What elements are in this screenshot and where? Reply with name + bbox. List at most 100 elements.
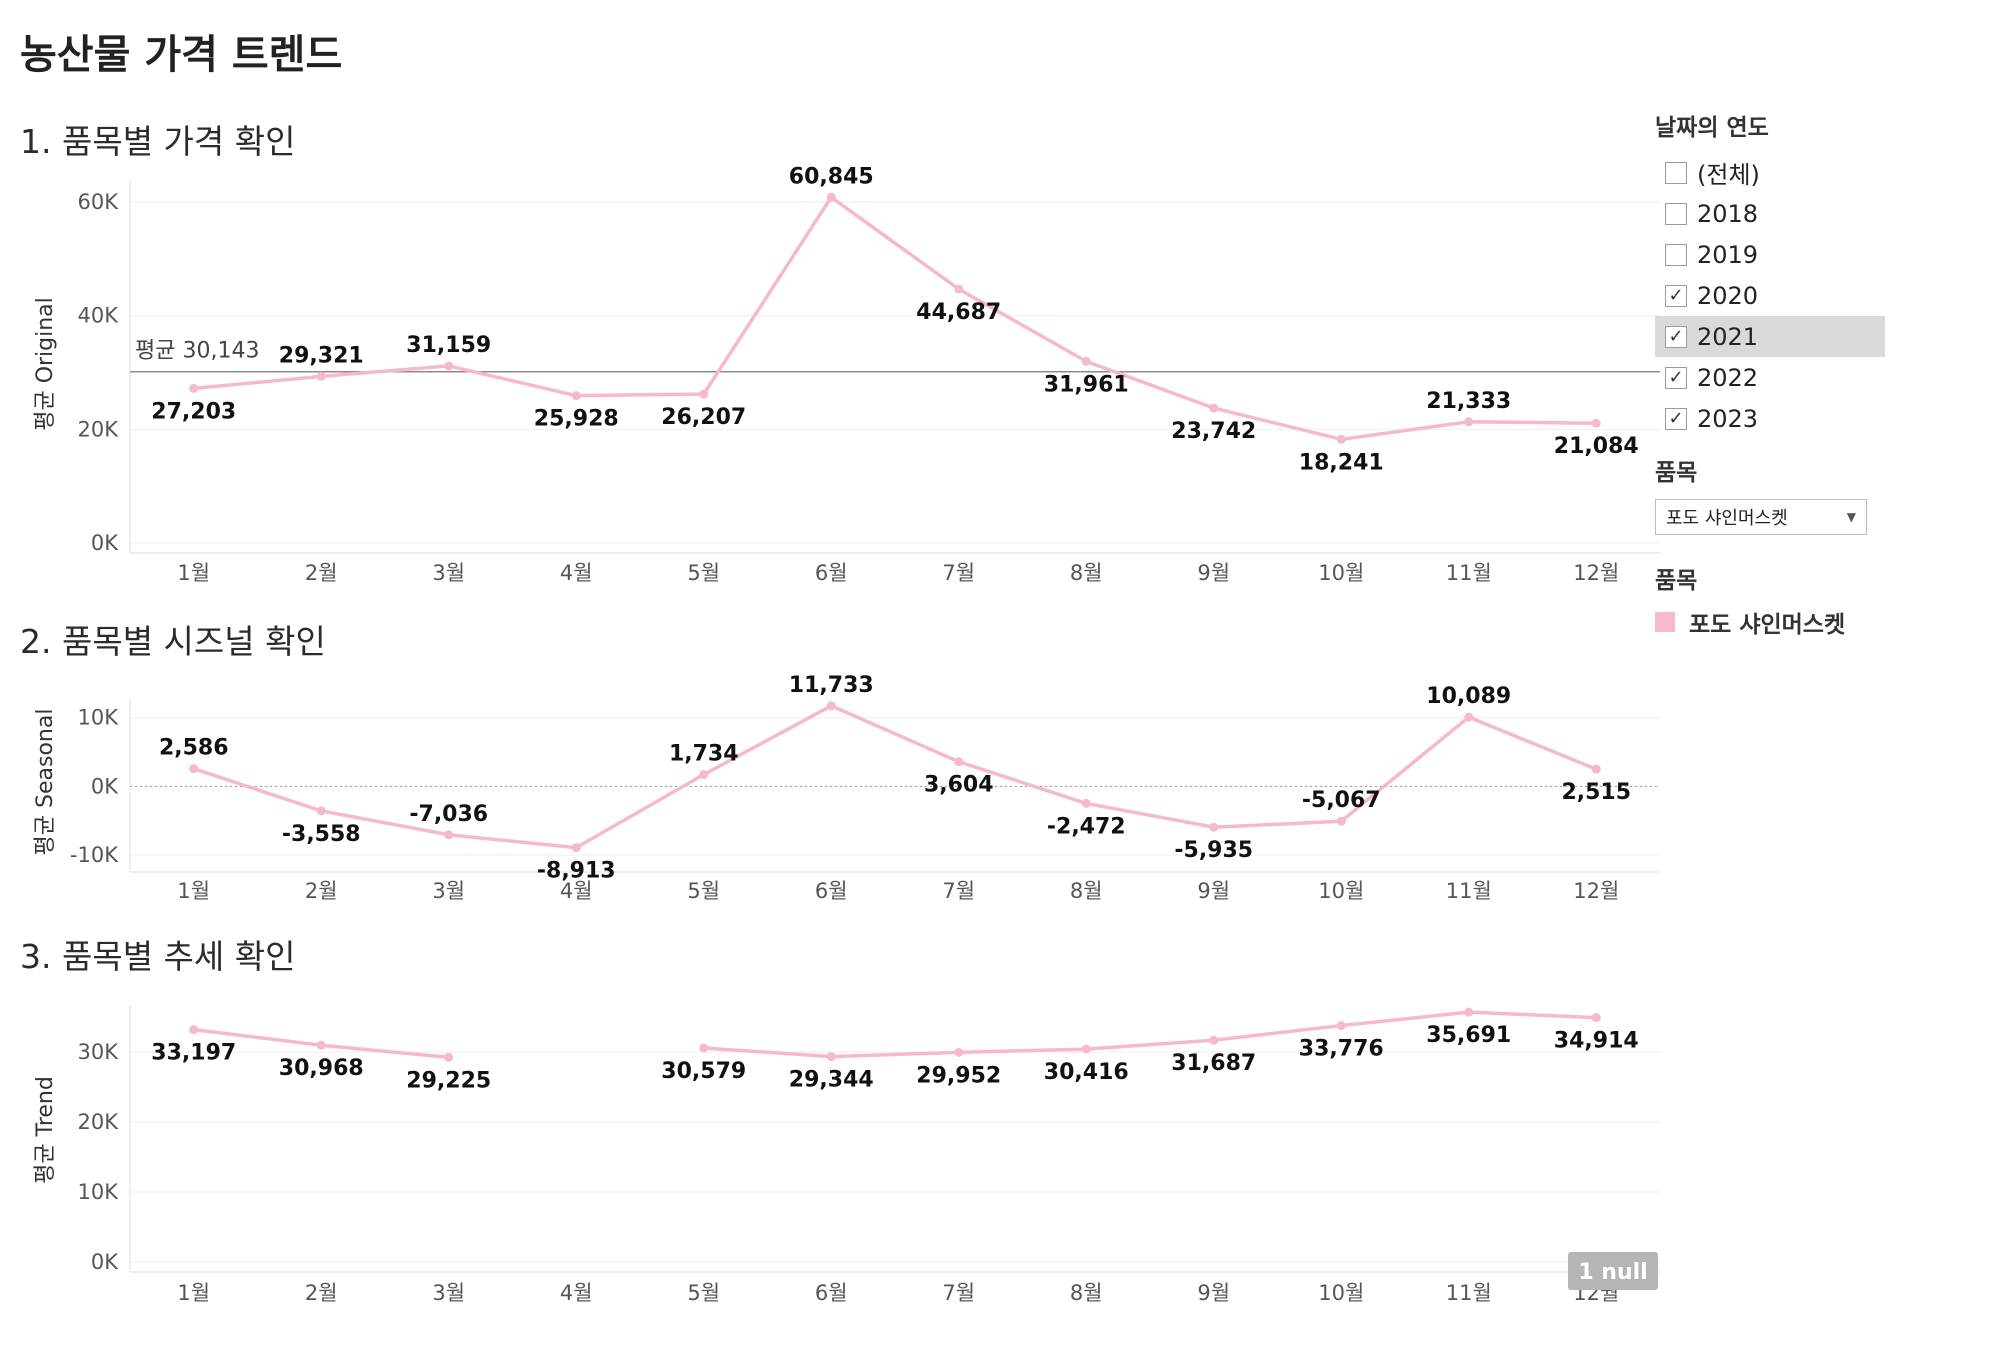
- y-tick-label: 20K: [78, 1110, 120, 1134]
- x-tick-label: 2월: [305, 561, 338, 585]
- checkbox[interactable]: ✓: [1665, 325, 1687, 348]
- data-label: 3,604: [924, 773, 994, 798]
- data-point: [316, 371, 326, 381]
- x-tick-label: 4월: [560, 879, 593, 903]
- x-tick-label: 7월: [942, 1281, 975, 1305]
- x-tick-label: 12월: [1573, 561, 1619, 585]
- data-point: [699, 1043, 709, 1053]
- data-point: [1209, 1035, 1219, 1045]
- data-label: -5,067: [1302, 788, 1381, 813]
- price-chart: 0K 20K 40K 60K 평균 Original 1월 2월 3월 4월 5월 6월 7월 8월 9월…: [33, 164, 1660, 585]
- x-tick-label: 4월: [560, 1281, 593, 1305]
- checkbox[interactable]: ✓: [1665, 366, 1687, 389]
- chevron-down-icon[interactable]: ▼: [1846, 510, 1856, 524]
- dashboard-title: 농산물 가격 트렌드: [20, 32, 343, 78]
- data-label: 31,159: [406, 333, 491, 358]
- data-label: 30,968: [279, 1056, 364, 1081]
- data-point: [826, 1052, 836, 1062]
- checkbox[interactable]: [1665, 243, 1687, 266]
- data-point: [444, 1052, 454, 1062]
- data-point: [1464, 417, 1474, 427]
- year-option-label: 2018: [1697, 199, 1759, 228]
- y-tick-label: -10K: [70, 843, 119, 867]
- data-label: 27,203: [151, 399, 236, 424]
- data-point: [189, 1025, 199, 1035]
- average-reference-label: 평균 30,143: [135, 339, 259, 364]
- data-point: [571, 843, 581, 853]
- data-point: [189, 383, 199, 393]
- checkbox[interactable]: ✓: [1665, 407, 1687, 430]
- data-label: 33,776: [1299, 1037, 1384, 1062]
- y-tick-label: 20K: [78, 417, 120, 441]
- x-tick-label: 3월: [432, 879, 465, 903]
- data-point: [1081, 1044, 1091, 1054]
- data-point: [954, 757, 964, 767]
- data-point: [571, 391, 581, 401]
- x-tick-label: 8월: [1070, 1281, 1103, 1305]
- null-badge-label: 1 null: [1578, 1260, 1647, 1285]
- data-point: [1336, 816, 1346, 826]
- data-label: -7,036: [409, 802, 488, 827]
- item-filter-title: 품목: [1655, 460, 1698, 486]
- legend-swatch: [1655, 612, 1675, 632]
- x-tick-label: 9월: [1197, 1281, 1230, 1305]
- x-tick-label: 2월: [305, 1281, 338, 1305]
- year-option-label: 2019: [1697, 240, 1759, 269]
- data-label: 2,515: [1561, 780, 1631, 805]
- data-point: [699, 389, 709, 399]
- year-option-2018[interactable]: 2018: [1655, 193, 1885, 234]
- y-tick-label: 30K: [78, 1040, 120, 1064]
- data-point: [1336, 434, 1346, 444]
- x-tick-label: 11월: [1446, 1281, 1492, 1305]
- section-title-seasonal: 2. 품목별 시즈널 확인: [20, 622, 326, 661]
- legend-item[interactable]: 포도 샤인머스켓: [1655, 605, 1955, 639]
- year-option-all[interactable]: (전체): [1655, 152, 1885, 193]
- data-point: [826, 701, 836, 711]
- x-tick-label: 7월: [942, 561, 975, 585]
- data-label: -2,472: [1047, 814, 1126, 839]
- series-line: [702, 1010, 1598, 1059]
- data-point: [826, 192, 836, 202]
- data-label: 34,914: [1554, 1029, 1639, 1054]
- data-label: 60,845: [789, 164, 874, 189]
- x-tick-label: 10월: [1318, 1281, 1364, 1305]
- checkbox[interactable]: [1665, 161, 1687, 184]
- x-tick-label: 7월: [942, 879, 975, 903]
- section-title-trend: 3. 품목별 추세 확인: [20, 937, 296, 976]
- data-label: 18,241: [1299, 450, 1384, 475]
- year-filter-list: (전체) 2018 2019 ✓ 2020 ✓ 2021 ✓ 2022 ✓ 2023: [1655, 152, 1955, 439]
- x-tick-label: 6월: [815, 561, 848, 585]
- data-label: 1,734: [669, 742, 739, 767]
- data-label: 30,579: [661, 1059, 746, 1084]
- year-option-2021[interactable]: ✓ 2021: [1655, 316, 1885, 357]
- x-tick-label: 10월: [1318, 561, 1364, 585]
- x-tick-label: 1월: [177, 879, 210, 903]
- year-filter-title: 날짜의 연도: [1655, 115, 1769, 141]
- data-label: -3,558: [282, 822, 361, 847]
- series-line: [192, 195, 1598, 442]
- data-point: [1081, 356, 1091, 366]
- y-tick-label: 10K: [78, 706, 120, 730]
- y-axis-title: 평균 Original: [33, 297, 58, 431]
- data-point: [954, 284, 964, 294]
- data-label: 44,687: [916, 300, 1001, 325]
- data-label: 33,197: [151, 1041, 236, 1066]
- x-tick-label: 12월: [1573, 879, 1619, 903]
- section-title-price: 1. 품목별 가격 확인: [20, 122, 296, 161]
- checkbox[interactable]: ✓: [1665, 284, 1687, 307]
- data-label: 11,733: [789, 673, 874, 698]
- x-tick-label: 5월: [687, 561, 720, 585]
- year-option-2020[interactable]: ✓ 2020: [1655, 275, 1885, 316]
- item-dropdown[interactable]: 포도 샤인머스켓 ▼: [1655, 499, 1867, 535]
- year-option-2022[interactable]: ✓ 2022: [1655, 357, 1885, 398]
- y-tick-label: 0K: [91, 531, 119, 555]
- year-option-2023[interactable]: ✓ 2023: [1655, 398, 1885, 439]
- data-label: 2,586: [159, 736, 229, 761]
- seasonal-chart: -10K 0K 10K 평균 Seasonal 1월 2월 3월 4월 5월 6월 7월 8월 9월 10…: [33, 673, 1660, 903]
- year-option-2019[interactable]: 2019: [1655, 234, 1885, 275]
- x-tick-label: 10월: [1318, 879, 1364, 903]
- checkbox[interactable]: [1665, 202, 1687, 225]
- y-tick-label: 40K: [78, 304, 120, 328]
- data-point: [1464, 712, 1474, 722]
- x-tick-label: 11월: [1446, 879, 1492, 903]
